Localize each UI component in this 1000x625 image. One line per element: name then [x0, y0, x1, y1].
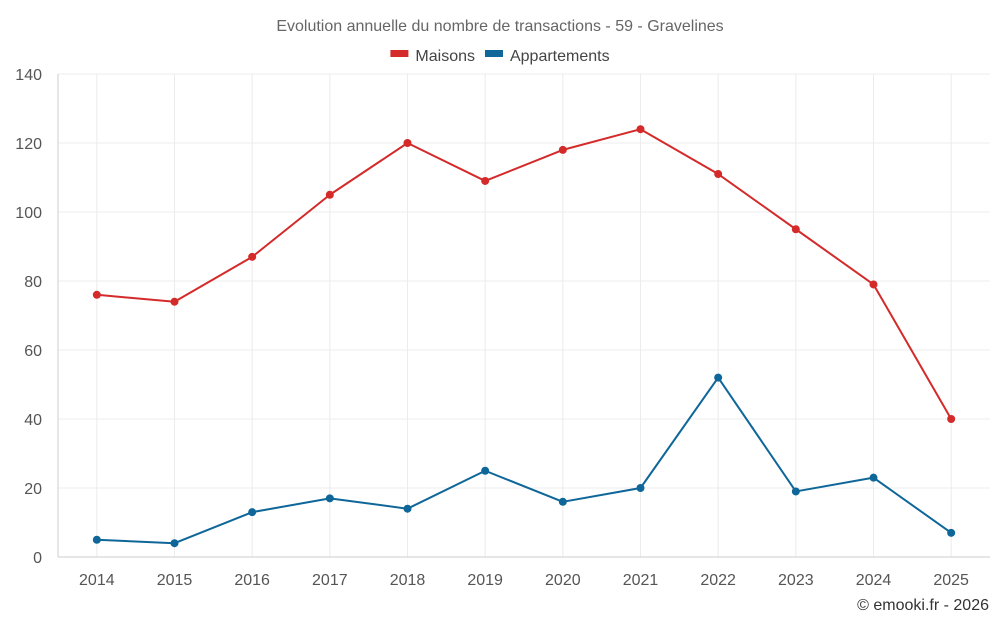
y-tick-label: 0 — [33, 550, 42, 567]
legend-item-maisons[interactable]: Maisons — [390, 48, 475, 65]
data-point — [170, 539, 179, 548]
data-point — [248, 508, 257, 517]
x-tick-label: 2015 — [157, 572, 193, 589]
y-tick-label: 40 — [24, 412, 42, 429]
legend-label: Appartements — [510, 48, 610, 65]
x-tick-label: 2024 — [856, 572, 892, 589]
legend-swatch — [390, 50, 409, 57]
legend-swatch — [484, 50, 503, 57]
data-point — [325, 190, 334, 199]
y-tick-label: 20 — [24, 481, 42, 498]
data-point — [403, 504, 412, 513]
data-point — [403, 139, 412, 147]
data-point — [714, 170, 723, 179]
data-point — [636, 125, 645, 134]
series-line — [96, 376, 952, 545]
x-tick-label: 2019 — [467, 572, 503, 589]
data-point — [558, 497, 567, 506]
credit-text: © emooki.fr - 2026 — [857, 597, 989, 614]
data-point — [170, 297, 179, 306]
data-point — [869, 473, 878, 482]
legend-item-appartements[interactable]: Appartements — [484, 48, 610, 65]
x-tick-label: 2023 — [778, 572, 814, 589]
data-point — [481, 466, 490, 475]
x-tick-label: 2020 — [545, 572, 581, 589]
data-point — [791, 487, 800, 496]
gridlines — [57, 73, 990, 558]
data-point — [92, 535, 101, 544]
legend: Maisons Appartements — [390, 48, 610, 65]
series-line — [96, 128, 953, 420]
y-tick-label: 140 — [15, 67, 42, 84]
data-point — [947, 415, 956, 423]
data-point — [248, 252, 257, 261]
data-point — [558, 145, 567, 154]
data-point — [325, 494, 334, 503]
chart-title: Evolution annuelle du nombre de transact… — [276, 18, 723, 35]
x-tick-label: 2021 — [623, 572, 659, 589]
y-tick-label: 120 — [15, 136, 42, 153]
data-point — [791, 225, 800, 234]
data-point — [947, 528, 956, 537]
series-appartements — [92, 373, 956, 548]
data-point — [869, 280, 878, 289]
x-tick-label: 2016 — [234, 572, 270, 589]
legend-label: Maisons — [415, 48, 475, 65]
data-point — [714, 373, 723, 382]
x-tick-label: 2022 — [700, 572, 736, 589]
x-axis-ticks: 2014 2015 2016 2017 2018 2019 2020 2021 2022 2023… — [79, 572, 969, 589]
series-lines — [92, 125, 956, 548]
data-point — [481, 176, 490, 185]
x-tick-label: 2025 — [933, 572, 969, 589]
data-point — [636, 484, 645, 492]
data-point — [92, 290, 101, 299]
x-tick-label: 2014 — [79, 572, 115, 589]
y-axis-ticks: 0 20 40 60 80 100 120 140 — [15, 67, 42, 567]
y-tick-label: 100 — [15, 205, 42, 222]
x-tick-label: 2017 — [312, 572, 348, 589]
x-tick-label: 2018 — [390, 572, 426, 589]
y-tick-label: 60 — [24, 343, 42, 360]
y-tick-label: 80 — [24, 274, 42, 291]
series-maisons — [92, 125, 956, 423]
